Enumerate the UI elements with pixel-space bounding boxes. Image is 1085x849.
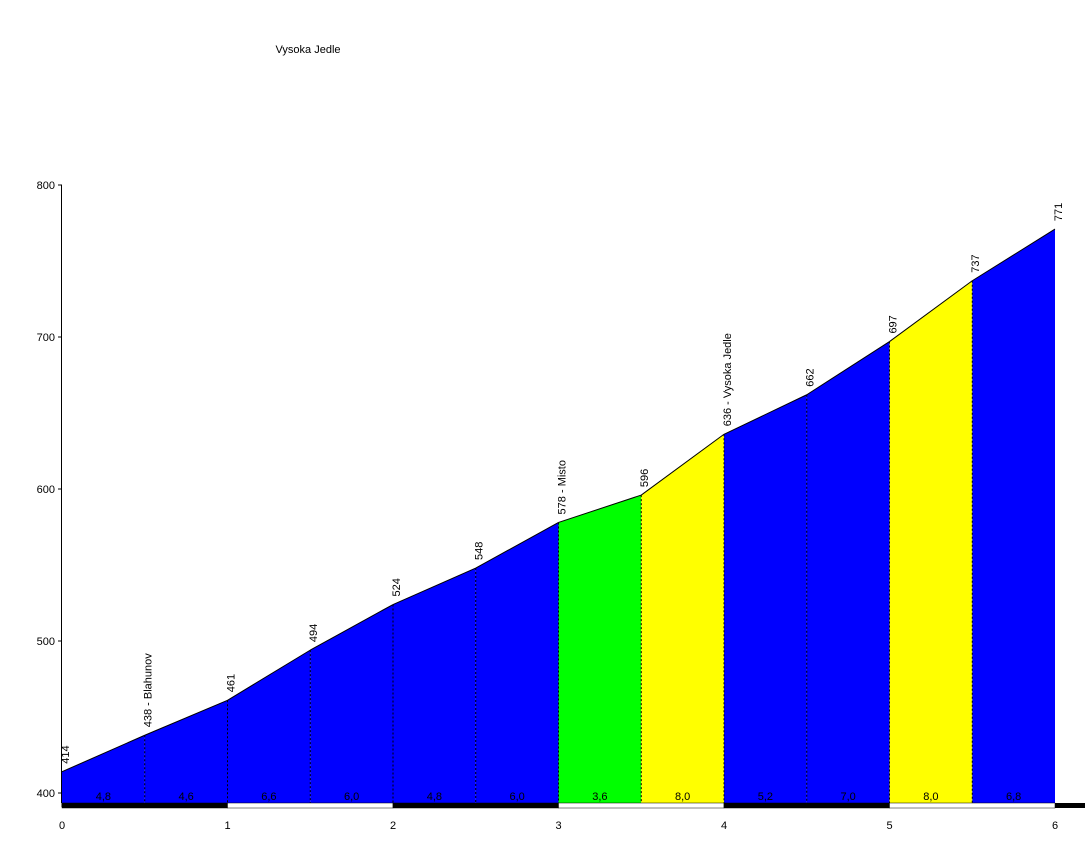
profile-edge <box>806 341 890 396</box>
point-label: 524 <box>391 578 403 596</box>
point-label: 697 <box>887 315 899 333</box>
point-label: 578 - Misto <box>556 460 568 514</box>
profile-segment <box>475 522 559 803</box>
point-label: 771 <box>1053 203 1065 221</box>
x-tick-label: 3 <box>555 820 561 832</box>
y-tick-label: 800 <box>37 180 55 192</box>
gradient-label: 6,0 <box>344 791 359 803</box>
gradient-label: 5,2 <box>758 791 773 803</box>
gradient-label: 4,8 <box>96 791 111 803</box>
chart-title: Vysoka Jedle <box>275 44 340 56</box>
x-tick-label: 5 <box>886 820 892 832</box>
profile-segment <box>393 568 476 803</box>
gradient-label: 4,6 <box>178 791 193 803</box>
profile-edge <box>144 699 228 736</box>
km-bar <box>889 802 1056 809</box>
profile-segment <box>558 495 642 803</box>
km-bar <box>558 802 725 809</box>
profile-segment <box>641 434 724 803</box>
profile-segment <box>62 735 145 803</box>
point-label: 548 <box>474 542 486 560</box>
profile-segment <box>724 394 807 803</box>
gradient-label: 6,8 <box>1006 791 1021 803</box>
point-label: 461 <box>225 674 237 692</box>
profile-edge <box>227 649 311 701</box>
x-tick-label: 4 <box>721 820 727 832</box>
y-tick-label: 400 <box>37 788 55 800</box>
km-bar <box>227 802 394 809</box>
point-label: 737 <box>970 254 982 272</box>
profile-segment <box>972 229 1055 803</box>
point-label: 662 <box>805 368 817 386</box>
point-label: 636 - Vysoka Jedle <box>722 333 734 426</box>
km-bar-end <box>1055 803 1085 808</box>
profile-edge <box>475 522 559 569</box>
gradient-label: 6,0 <box>509 791 524 803</box>
y-tick-label: 600 <box>37 484 55 496</box>
profile-edge <box>392 567 476 605</box>
y-tick-label: 500 <box>37 636 55 648</box>
profile-edge <box>61 734 145 773</box>
x-tick-label: 2 <box>390 820 396 832</box>
point-label: 414 <box>60 745 72 763</box>
km-bar <box>392 802 559 809</box>
gradient-label: 4,8 <box>427 791 442 803</box>
km-bar <box>723 802 890 809</box>
profile-edge <box>640 433 725 496</box>
profile-edge <box>310 604 394 651</box>
profile-segment <box>889 280 973 803</box>
gradient-label: 6,6 <box>261 791 276 803</box>
km-bar <box>61 802 228 809</box>
x-tick-label: 0 <box>59 820 65 832</box>
gradient-label: 8,0 <box>675 791 690 803</box>
point-label: 494 <box>308 624 320 642</box>
gradient-label: 8,0 <box>923 791 938 803</box>
profile-edge <box>889 280 973 342</box>
y-tick-label: 700 <box>37 332 55 344</box>
profile-segment <box>806 341 890 803</box>
gradient-label: 3,6 <box>592 791 607 803</box>
profile-edge <box>558 494 642 523</box>
x-tick-label: 1 <box>224 820 230 832</box>
profile-edge <box>971 228 1056 282</box>
gradient-label: 7,0 <box>840 791 855 803</box>
profile-segment <box>310 604 393 803</box>
x-tick-label: 6 <box>1052 820 1058 832</box>
profile-edge <box>723 394 807 435</box>
profile-segment <box>144 700 228 803</box>
profile-segment <box>227 650 311 803</box>
point-label: 438 - Blahunov <box>143 653 155 727</box>
point-label: 596 <box>639 469 651 487</box>
